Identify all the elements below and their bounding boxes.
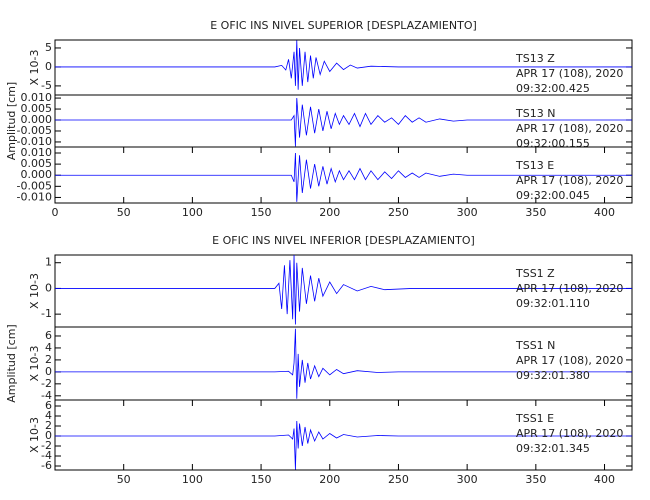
y-tick-label: 1 (45, 256, 52, 269)
y-tick-label: 4 (45, 341, 52, 354)
y-tick-label: 0.000 (21, 168, 53, 181)
y-tick-label: 5 (45, 41, 52, 54)
trace (55, 420, 632, 470)
y-tick-label: 4 (45, 409, 52, 422)
station-label: TSS1 N (515, 339, 555, 352)
date-label: APR 17 (108), 2020 (516, 67, 623, 80)
y-tick-label: 0.005 (21, 157, 53, 170)
scale-label: X 10-3 (28, 346, 41, 382)
time-label: 09:32:01.345 (516, 442, 590, 455)
y-tick-label: -0.010 (17, 135, 52, 148)
date-label: APR 17 (108), 2020 (516, 282, 623, 295)
date-label: APR 17 (108), 2020 (516, 354, 623, 367)
y-tick-label: 0.010 (21, 146, 53, 159)
x-tick-label: 300 (457, 206, 478, 219)
y-tick-label: 0.005 (21, 102, 53, 115)
x-tick-label: 300 (457, 473, 478, 486)
scale-label: X 10-3 (28, 417, 41, 453)
y-axis-label: Amplitud [cm] (5, 324, 18, 402)
station-label: TSS1 E (515, 412, 554, 425)
y-tick-label: -4 (41, 449, 52, 462)
time-label: 09:32:00.045 (516, 189, 590, 202)
scale-label: X 10-3 (28, 273, 41, 309)
y-tick-label: 0.010 (21, 91, 53, 104)
x-tick-label: 200 (319, 206, 340, 219)
plot-frame (54, 399, 633, 471)
x-tick-label: 0 (52, 206, 59, 219)
x-tick-label: 100 (182, 206, 203, 219)
x-tick-label: 350 (525, 473, 546, 486)
trace (55, 40, 632, 90)
x-tick-label: 150 (251, 473, 272, 486)
trace (55, 328, 632, 399)
y-tick-label: -2 (41, 439, 52, 452)
x-tick-label: 50 (117, 473, 131, 486)
y-tick-label: -2 (41, 377, 52, 390)
y-tick-label: -1 (41, 307, 52, 320)
trace (55, 152, 632, 202)
y-tick-label: 0 (45, 429, 52, 442)
chart-title: E OFIC INS NIVEL SUPERIOR [DESPLAZAMIENT… (210, 19, 477, 32)
scale-label: X 10-3 (28, 50, 41, 86)
y-tick-label: -0.010 (17, 190, 52, 203)
x-tick-label: 350 (525, 206, 546, 219)
chart-title: E OFIC INS NIVEL INFERIOR [DESPLAZAMIENT… (212, 234, 475, 247)
y-tick-label: 6 (45, 399, 52, 412)
y-tick-label: 0.000 (21, 113, 53, 126)
date-label: APR 17 (108), 2020 (516, 427, 623, 440)
y-tick-label: -5 (41, 79, 52, 92)
y-axis-label: Amplitud [cm] (5, 82, 18, 160)
y-tick-label: -4 (41, 389, 52, 402)
time-label: 09:32:01.380 (516, 369, 590, 382)
x-tick-label: 150 (251, 206, 272, 219)
y-tick-label: 6 (45, 329, 52, 342)
station-label: TS13 E (515, 159, 554, 172)
time-label: 09:32:01.110 (516, 297, 590, 310)
x-tick-label: 400 (594, 206, 615, 219)
date-label: APR 17 (108), 2020 (516, 122, 623, 135)
x-tick-label: 200 (319, 473, 340, 486)
time-label: 09:32:00.155 (516, 137, 590, 150)
station-label: TS13 Z (515, 52, 555, 65)
y-tick-label: 2 (45, 353, 52, 366)
y-tick-label: -0.005 (17, 179, 52, 192)
y-tick-label: 0 (45, 281, 52, 294)
y-tick-label: 0 (45, 365, 52, 378)
trace (55, 254, 632, 325)
y-tick-label: 2 (45, 419, 52, 432)
station-label: TSS1 Z (515, 267, 555, 280)
station-label: TS13 N (515, 107, 555, 120)
trace (55, 98, 632, 147)
y-tick-label: 0 (45, 60, 52, 73)
date-label: APR 17 (108), 2020 (516, 174, 623, 187)
x-tick-label: 250 (388, 206, 409, 219)
y-tick-label: -0.005 (17, 124, 52, 137)
x-tick-label: 50 (117, 206, 131, 219)
x-tick-label: 250 (388, 473, 409, 486)
time-label: 09:32:00.425 (516, 82, 590, 95)
x-tick-label: 400 (594, 473, 615, 486)
y-tick-label: -6 (41, 459, 52, 472)
x-tick-label: 100 (182, 473, 203, 486)
